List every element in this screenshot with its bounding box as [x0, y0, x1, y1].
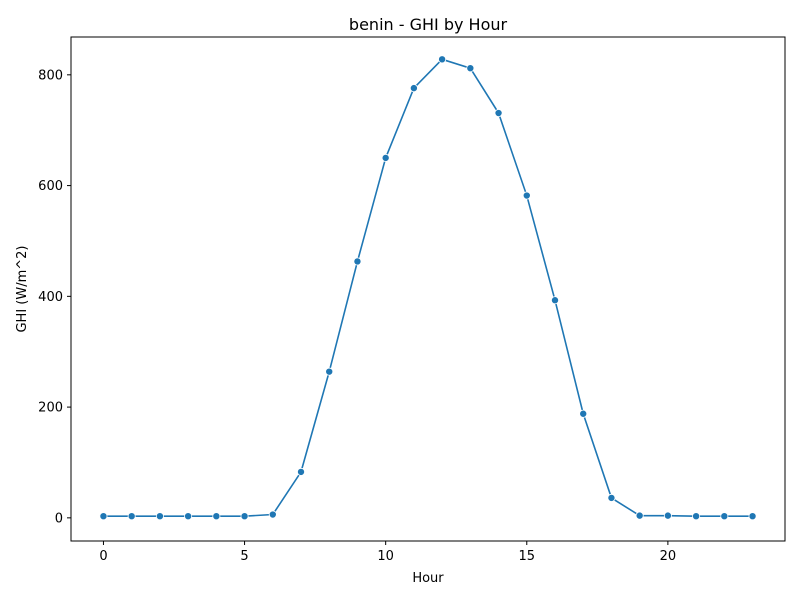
data-point	[720, 512, 729, 521]
data-point	[438, 55, 447, 64]
x-tick-label: 15	[519, 549, 536, 564]
x-tick-label: 10	[377, 549, 394, 564]
y-axis-ticks: 0 200 400 600 800	[38, 68, 71, 526]
data-point	[607, 493, 616, 502]
plot-area	[99, 55, 757, 521]
data-point	[748, 512, 757, 521]
data-point	[692, 512, 701, 521]
data-point	[522, 191, 531, 200]
y-tick-label: 200	[38, 401, 63, 416]
data-point	[381, 153, 390, 162]
data-point	[99, 512, 108, 521]
y-tick-label: 800	[38, 68, 63, 83]
data-point	[579, 409, 588, 418]
data-point	[494, 109, 503, 118]
x-tick-label: 5	[240, 549, 248, 564]
data-point	[240, 512, 249, 521]
data-point	[466, 64, 475, 73]
data-point	[297, 467, 306, 476]
series-line	[103, 58, 753, 517]
y-tick-label: 400	[38, 290, 63, 305]
data-point	[663, 511, 672, 520]
data-point	[127, 512, 136, 521]
x-axis-ticks: 0 5 10 15 20	[99, 541, 676, 564]
data-point	[550, 296, 559, 305]
data-point	[325, 367, 334, 376]
data-point	[184, 512, 193, 521]
data-point	[635, 511, 644, 520]
axes-frame	[70, 36, 786, 542]
y-tick-label: 600	[38, 179, 63, 194]
x-tick-label: 0	[99, 549, 107, 564]
x-tick-label: 20	[660, 549, 677, 564]
x-axis-label: Hour	[412, 571, 444, 586]
data-point	[212, 512, 221, 521]
data-point	[268, 510, 277, 519]
data-point	[155, 512, 164, 521]
chart-title: benin - GHI by Hour	[349, 15, 508, 34]
y-axis-label: GHI (W/m^2)	[15, 245, 30, 332]
data-point	[409, 84, 418, 93]
data-point	[353, 257, 362, 266]
y-tick-label: 0	[55, 511, 63, 526]
